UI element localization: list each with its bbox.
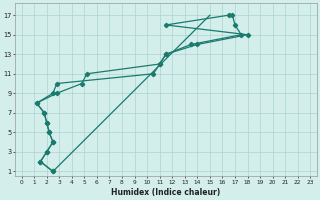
X-axis label: Humidex (Indice chaleur): Humidex (Indice chaleur) [111, 188, 220, 197]
